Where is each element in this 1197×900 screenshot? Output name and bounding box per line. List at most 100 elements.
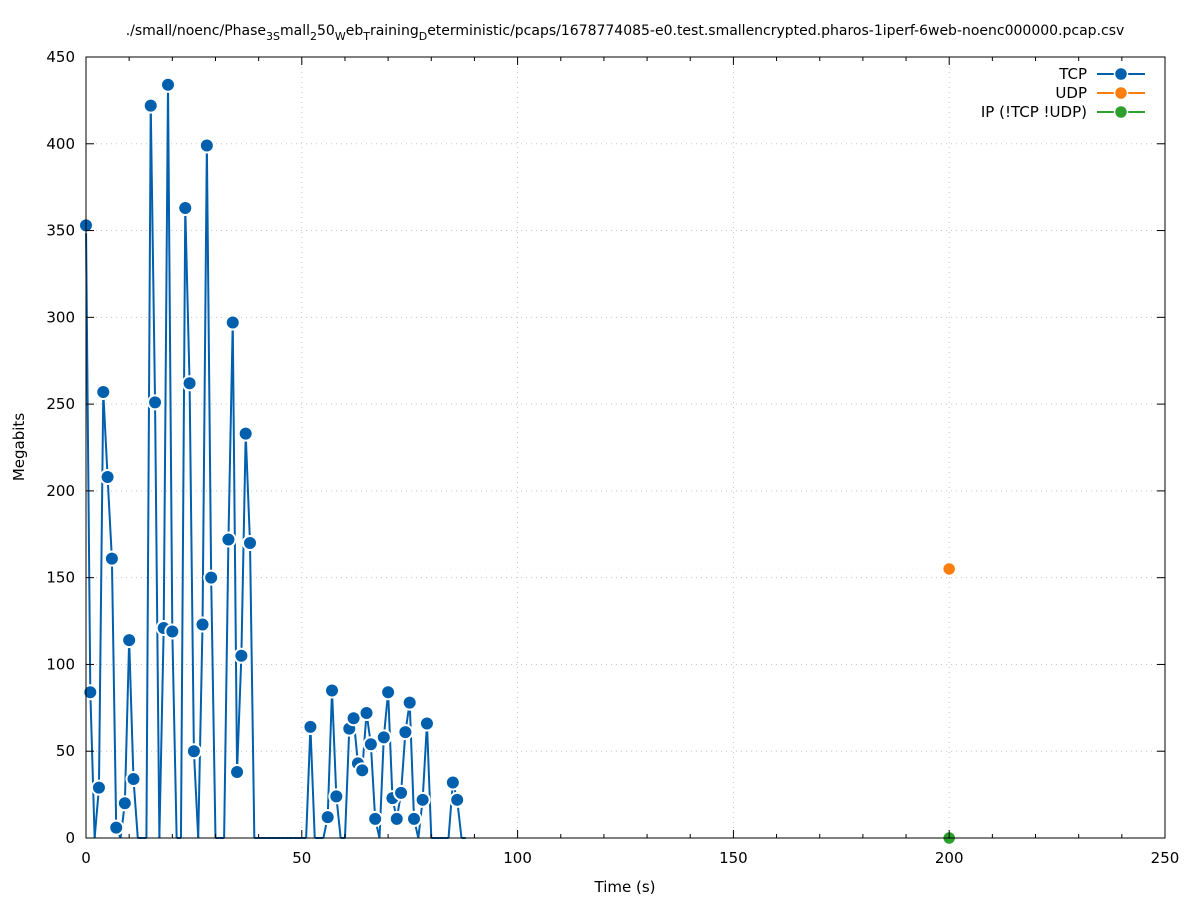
tcp-series-segment [408,702,416,819]
tcp-series-point [224,314,241,331]
tcp-series-point [229,764,246,781]
tcp-series-point [95,383,112,400]
y-tick-label: 150 [46,569,75,587]
tcp-series-point [406,810,423,827]
tcp-series-segment [305,726,312,839]
tcp-series-point [203,569,220,586]
tcp-series-segment [447,782,454,839]
tcp-series-point [99,469,116,486]
tcp-series-segment [123,640,131,804]
tcp-series-segment [128,640,135,780]
tcp-series-point [414,791,431,808]
tcp-series-segment [369,744,377,819]
tcp-series-segment [343,728,351,839]
y-tick-label: 250 [46,395,75,413]
legend-label: UDP [1055,84,1087,102]
tcp-series-point [121,632,138,649]
tcp-series-segment [106,476,113,559]
tcp-series-segment [231,322,239,773]
title-part: W [335,30,346,43]
x-tick-label: 150 [719,849,748,867]
tcp-series-segment [93,787,100,839]
tcp-series-segment [85,225,92,693]
title-part: 3 [266,30,273,43]
tcp-series-point [397,724,414,741]
tcp-series-segment [249,542,256,839]
legend-marker [1113,85,1129,101]
tcp-series-segment [149,105,157,403]
x-axis-label: Time (s) [594,878,656,896]
tcp-series-segment [309,726,316,839]
tcp-series-segment [425,723,433,839]
tcp-series-point [237,425,254,442]
tcp-series-point [354,762,371,779]
y-tick-label: 0 [65,829,75,847]
udp-series-point [941,561,957,577]
x-tick-label: 250 [1151,849,1180,867]
tcp-series-segment [184,207,191,384]
tcp-series-point [393,784,410,801]
tcp-series-point [147,394,164,411]
tcp-series-point [177,199,194,216]
tcp-series-point [220,531,237,548]
tcp-series-point [375,729,392,746]
title-part: ./small/noenc/Phase [126,23,266,39]
tcp-series-segment [210,577,217,839]
tcp-series-point [345,710,362,727]
axis-ticks: 0 50 100 150 200 250 0 50 100 150 200 250 300 350 400 4… [46,48,1179,867]
tcp-series-point [401,694,418,711]
legend-marker [1113,66,1129,82]
y-tick-label: 200 [46,482,75,500]
tcp-series-point [328,788,345,805]
tcp-series-segment [244,433,252,543]
grid [86,57,1165,838]
tcp-series-segment [89,692,96,839]
x-tick-label: 50 [292,849,311,867]
tcp-series-point [418,715,435,732]
y-tick-label: 100 [46,655,75,673]
tcp-series-segment [205,145,213,578]
tcp-series-segment [132,778,139,839]
tcp-series-segment [102,391,109,478]
tcp-series-segment [236,655,243,773]
tcp-series-segment [179,207,187,839]
x-tick-label: 200 [935,849,964,867]
tcp-series-point [142,97,159,114]
tcp-series-point [388,810,405,827]
tcp-series-point [233,647,250,664]
tcp-series-segment [158,627,165,839]
x-tick-label: 100 [503,849,532,867]
tcp-series-segment [197,624,204,839]
tcp-series-point [181,375,198,392]
tcp-series-segment [145,105,152,839]
tcp-series-point [362,736,379,753]
legend-label: TCP [1058,65,1087,83]
tcp-series-point [380,684,397,701]
tcp-series-segment [421,723,428,800]
tcp-series-segment [227,322,234,540]
y-tick-label: 450 [46,48,75,66]
chart-title: ./small/noenc/Phase3Small250WebTrainingD… [126,23,1125,43]
tcp-series-segment [400,732,407,793]
tcp-series-segment [223,539,230,839]
tcp-series-point [90,779,107,796]
tcp-series-point [185,743,202,760]
tcp-series-segment [97,391,105,788]
tcp-series-point [125,770,142,787]
tcp-series-segment [188,383,195,752]
tcp-series-point [319,809,336,826]
tcp-series-segment [201,145,208,625]
title-part: eterministic/pcaps/1678774085-e0.test.sm… [427,23,1124,39]
tcp-series-point [324,682,341,699]
title-part: 2 [310,30,317,43]
tcp-series-point [242,534,259,551]
tcp-series-point [108,819,125,836]
x-tick-label: 0 [81,849,91,867]
tcp-series-point [164,623,181,640]
title-part: mall [280,23,310,39]
tcp-series-point [302,718,319,735]
tcp-series-segment [154,402,161,839]
y-axis-label: Megabits [10,413,28,481]
y-tick-label: 350 [46,222,75,240]
